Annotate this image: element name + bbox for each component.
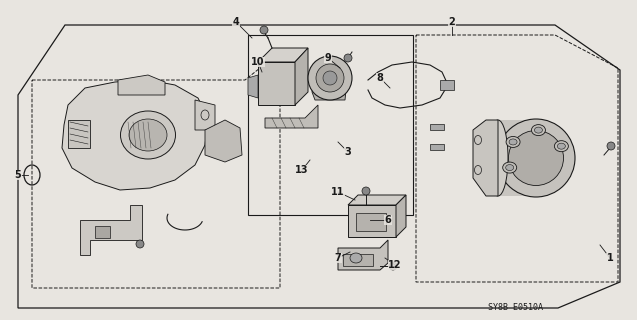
Polygon shape	[118, 75, 165, 95]
Bar	[343, 254, 373, 266]
Ellipse shape	[557, 143, 566, 149]
Circle shape	[136, 240, 144, 248]
Text: 4: 4	[233, 17, 240, 27]
Text: 8: 8	[376, 73, 383, 83]
Polygon shape	[312, 62, 348, 100]
Circle shape	[607, 142, 615, 150]
Text: 3: 3	[345, 147, 352, 157]
Ellipse shape	[350, 253, 362, 263]
Circle shape	[389, 262, 397, 270]
Polygon shape	[68, 120, 90, 148]
Polygon shape	[195, 100, 215, 130]
Circle shape	[362, 187, 370, 195]
Ellipse shape	[508, 131, 564, 186]
Polygon shape	[295, 48, 308, 105]
Polygon shape	[62, 80, 208, 190]
Text: 5: 5	[15, 170, 22, 180]
Ellipse shape	[503, 162, 517, 173]
Ellipse shape	[506, 136, 520, 148]
Circle shape	[323, 71, 337, 85]
Polygon shape	[348, 195, 406, 205]
Circle shape	[344, 54, 352, 62]
Text: 9: 9	[325, 53, 331, 63]
Ellipse shape	[129, 119, 167, 151]
Bar	[348, 205, 396, 237]
Circle shape	[308, 56, 352, 100]
Ellipse shape	[120, 111, 176, 159]
Circle shape	[316, 64, 344, 92]
Bar	[95, 226, 110, 238]
Polygon shape	[265, 105, 318, 128]
Polygon shape	[258, 62, 295, 105]
Ellipse shape	[531, 124, 545, 136]
Bar	[356, 213, 386, 231]
Ellipse shape	[488, 120, 508, 196]
Text: 1: 1	[606, 253, 613, 263]
Polygon shape	[205, 120, 242, 162]
Polygon shape	[473, 120, 498, 196]
Bar	[430, 124, 444, 130]
Ellipse shape	[534, 127, 543, 133]
Text: 7: 7	[334, 253, 341, 263]
Text: 6: 6	[385, 215, 391, 225]
Bar	[440, 80, 454, 90]
Ellipse shape	[506, 164, 513, 171]
Text: 13: 13	[296, 165, 309, 175]
Text: 10: 10	[251, 57, 265, 67]
Text: 12: 12	[388, 260, 402, 270]
Bar	[248, 35, 413, 215]
Ellipse shape	[509, 139, 517, 145]
Polygon shape	[258, 48, 308, 62]
Polygon shape	[248, 75, 258, 98]
Polygon shape	[80, 205, 142, 255]
Ellipse shape	[554, 141, 568, 152]
Polygon shape	[338, 240, 388, 270]
Circle shape	[260, 26, 268, 34]
Text: 11: 11	[331, 187, 345, 197]
Text: 2: 2	[448, 17, 455, 27]
Text: SY8B E0510A: SY8B E0510A	[488, 303, 543, 313]
Bar	[430, 144, 444, 150]
Ellipse shape	[497, 119, 575, 197]
Polygon shape	[498, 120, 546, 196]
Polygon shape	[396, 195, 406, 237]
